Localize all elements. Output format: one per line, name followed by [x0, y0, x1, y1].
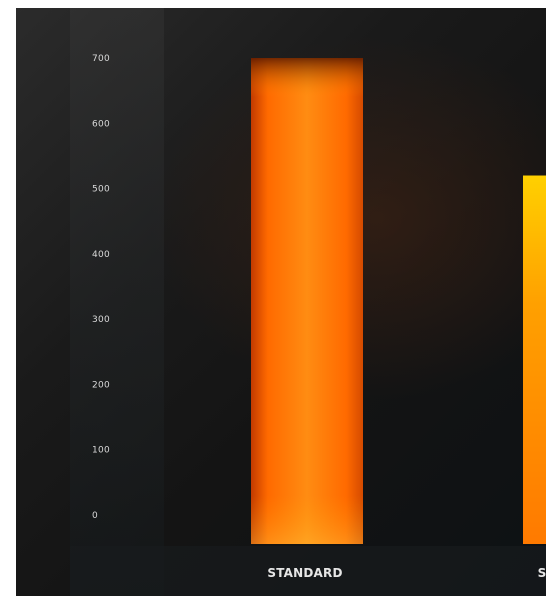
category-label: S [538, 566, 546, 580]
bar-shading [251, 58, 363, 544]
bar-chart: 0 100 200 300 400 500 600 700 STANDARD S [92, 54, 546, 580]
chart-frame: 0 100 200 300 400 500 600 700 STANDARD S [16, 8, 546, 596]
y-tick-label: 300 [92, 315, 110, 325]
y-tick-label: 0 [92, 511, 98, 521]
y-tick-label: 100 [92, 446, 110, 456]
x-axis-band [70, 546, 546, 596]
y-tick-label: 700 [92, 54, 110, 64]
bar-s [523, 175, 546, 544]
y-tick-label: 400 [92, 250, 110, 260]
y-tick-label: 600 [92, 119, 110, 129]
y-tick-label: 500 [92, 185, 110, 195]
y-tick-label: 200 [92, 380, 110, 390]
y-axis-panel [70, 8, 164, 596]
category-label: STANDARD [267, 566, 342, 580]
